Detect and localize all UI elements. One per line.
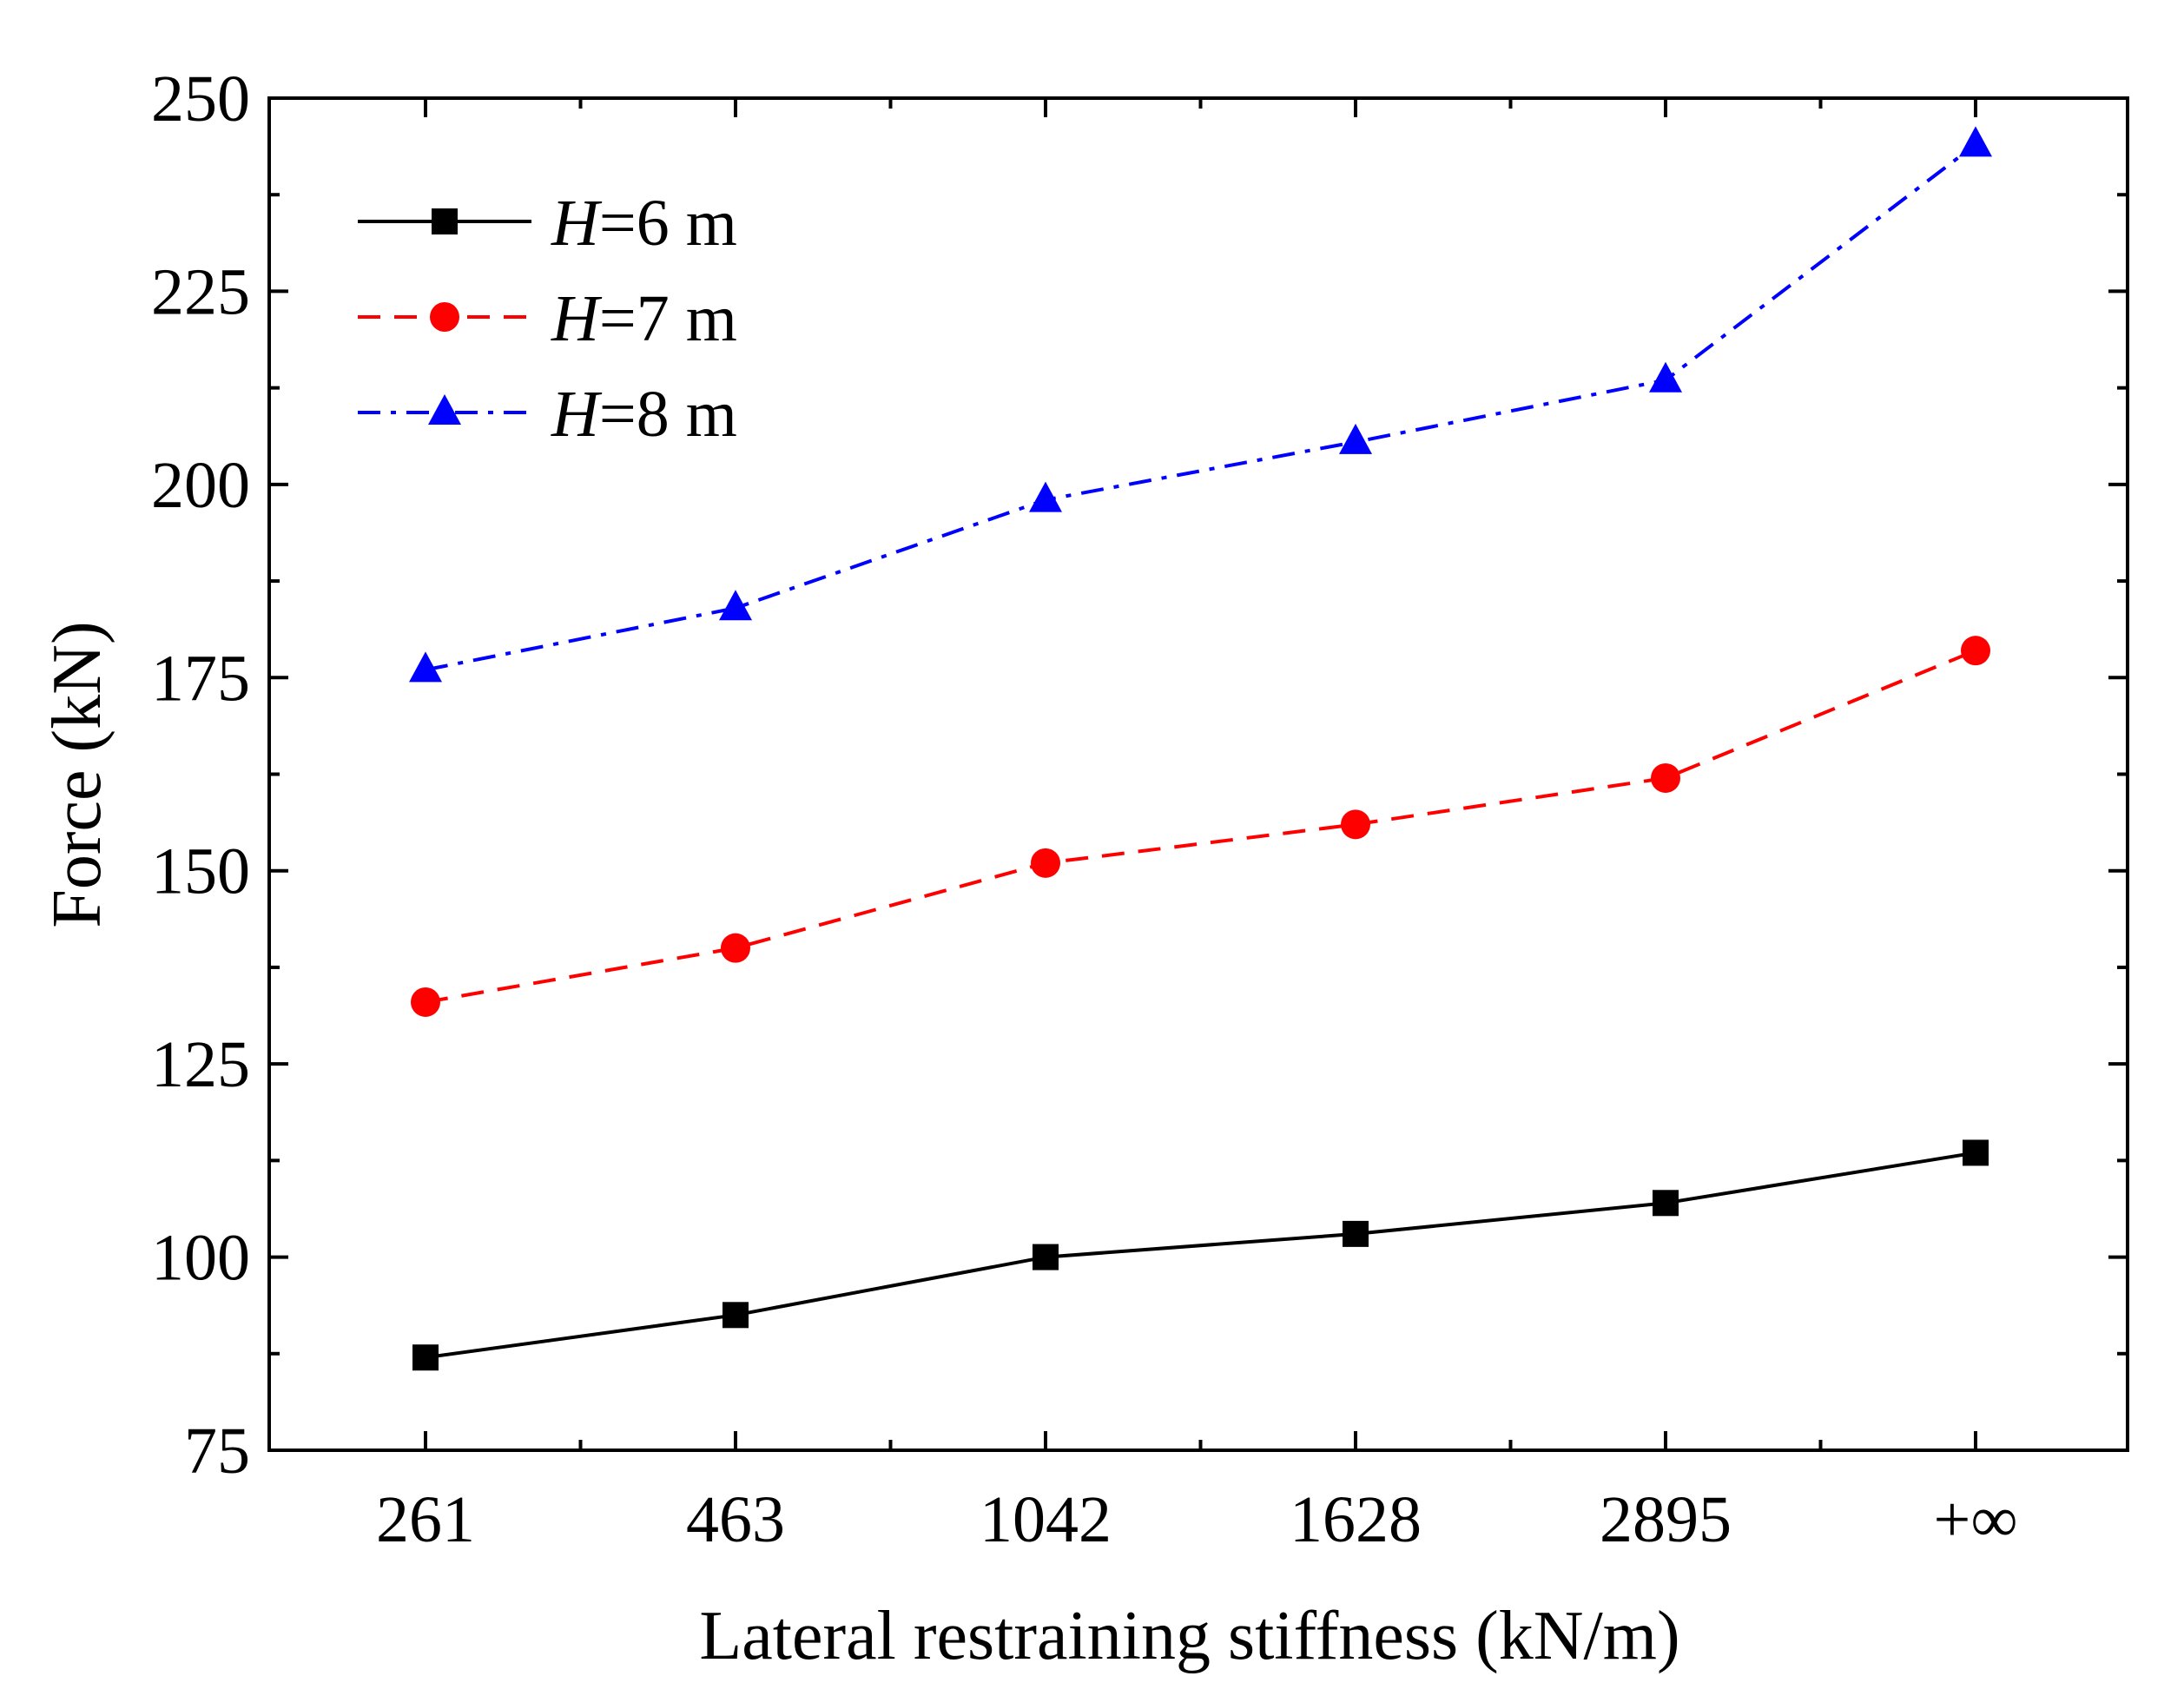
legend-label: H=8 m bbox=[551, 378, 737, 451]
series-line bbox=[425, 1151, 1976, 1360]
data-point bbox=[1649, 361, 1682, 393]
y-tick-label: 125 bbox=[151, 1028, 250, 1101]
ticks-layer bbox=[269, 96, 2128, 1452]
legend-label: H=6 m bbox=[551, 187, 737, 260]
legend-label: H=7 m bbox=[551, 282, 737, 355]
x-tick-label: 2895 bbox=[1600, 1483, 1732, 1556]
x-tick-label: 261 bbox=[376, 1483, 475, 1556]
x-tick-label: 1628 bbox=[1290, 1483, 1422, 1556]
legend-marker bbox=[430, 302, 459, 332]
y-tick-label: 175 bbox=[151, 642, 250, 715]
y-tick-label: 100 bbox=[151, 1222, 250, 1295]
y-tick-label: 75 bbox=[184, 1415, 250, 1488]
data-point bbox=[1341, 809, 1370, 840]
data-point bbox=[723, 1302, 749, 1329]
legend-marker bbox=[432, 208, 458, 234]
data-point bbox=[411, 987, 440, 1017]
series-line bbox=[425, 142, 1977, 672]
data-point bbox=[1961, 636, 1990, 666]
series-3 bbox=[409, 126, 1992, 683]
x-tick-label: +∞ bbox=[1933, 1483, 2017, 1556]
y-axis-title: Force (kN) bbox=[39, 621, 115, 927]
x-tick-label: 1042 bbox=[980, 1483, 1112, 1556]
data-point bbox=[409, 651, 442, 683]
y-tick-label: 225 bbox=[151, 255, 250, 328]
series-1 bbox=[412, 1139, 1989, 1371]
y-tick-label: 250 bbox=[151, 63, 250, 135]
y-tick-label: 150 bbox=[151, 835, 250, 908]
data-point bbox=[1339, 423, 1372, 454]
data-point bbox=[1033, 1244, 1059, 1270]
series-2 bbox=[411, 636, 1990, 1017]
labels-layer: 75 100 125 150 175 200 225 250 261 463 1042 1628 289… bbox=[151, 63, 2018, 1556]
y-tick-label: 200 bbox=[151, 449, 250, 522]
legend-marker bbox=[428, 394, 461, 425]
series-layer bbox=[409, 126, 1992, 1371]
data-point bbox=[1959, 126, 1992, 157]
legend: H=6 m H=7 m H=8 m bbox=[358, 187, 737, 451]
data-point bbox=[1029, 481, 1062, 512]
data-point bbox=[1653, 1190, 1679, 1217]
x-tick-label: 463 bbox=[686, 1483, 785, 1556]
plot-frame bbox=[267, 96, 2129, 1452]
data-point bbox=[412, 1344, 439, 1371]
series-line bbox=[425, 649, 1976, 1004]
data-point bbox=[721, 933, 750, 963]
data-point bbox=[1651, 762, 1680, 793]
data-point bbox=[1031, 848, 1060, 878]
data-point bbox=[1343, 1220, 1369, 1247]
x-axis-title: Lateral restraining stiffness (kN/m) bbox=[699, 1598, 1679, 1674]
data-point bbox=[719, 590, 752, 621]
data-point bbox=[1963, 1139, 1989, 1166]
